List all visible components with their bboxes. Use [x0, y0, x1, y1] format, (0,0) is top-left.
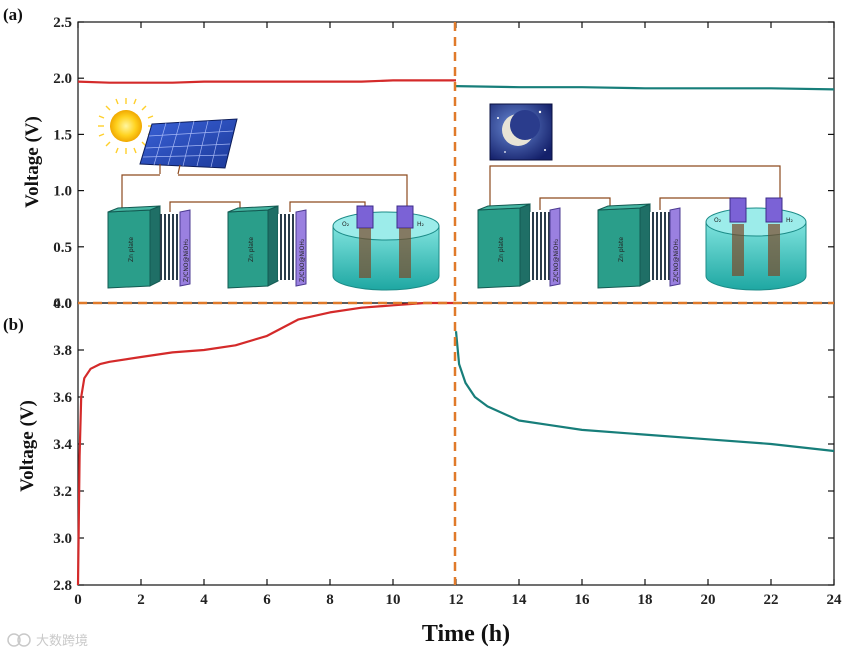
x-tick-label: 2	[137, 592, 145, 608]
series-panel-b	[76, 301, 835, 586]
x-tick-label: 6	[263, 592, 271, 608]
y-tick-label-b: 3.6	[53, 390, 72, 406]
y-tick-label-a: 2.0	[53, 71, 72, 87]
x-axis-label: Time (h)	[422, 621, 510, 647]
x-tick-label: 18	[638, 592, 653, 608]
x-tick-label: 8	[326, 592, 334, 608]
electrolyzer-1: O₂ H₂	[332, 205, 440, 291]
electrolyzer-2: O₂ H₂	[705, 197, 807, 291]
x-tick-label: 4	[200, 592, 208, 608]
y-tick-label-a: 0.5	[53, 240, 72, 256]
x-tick-label: 0	[74, 592, 82, 608]
watermark: 大数跨境	[7, 633, 88, 649]
solar-panel-icon	[139, 118, 238, 175]
series-line-a-2	[455, 85, 835, 91]
x-tick-label: 22	[764, 592, 779, 608]
y-tick-label-a: 1.0	[53, 184, 72, 200]
h2-label-2: H₂	[786, 217, 794, 224]
panel-b-label: (b)	[3, 315, 24, 334]
zn-battery-4: Zn plate Z/CNO@NiOH₂	[597, 203, 681, 289]
x-tick-label: 14	[512, 592, 528, 608]
y-tick-label-b: 3.4	[53, 437, 72, 453]
x-tick-label: 16	[575, 592, 591, 608]
panel-a-label: (a)	[3, 5, 23, 24]
zn-battery-2: Zn plate Z/CNO@NiOH₂	[227, 205, 307, 289]
watermark-text: 大数跨境	[36, 634, 88, 649]
ticks-panel-a: 0.0 0.5 1.0 1.5 2.0 2.5	[53, 15, 834, 312]
ticks-x-axis: 0 2 4 6 8 10 12 14 16 18 20 22 24	[74, 22, 842, 608]
y-tick-label-a: 1.5	[53, 127, 72, 143]
electrode-label-4: Z/CNO@NiOH₂	[673, 238, 680, 282]
inset-night-illustration: Zn plate Z/CNO@NiOH₂ Zn plate Z/CNO@NiOH…	[477, 103, 807, 291]
series-panel-a	[77, 79, 835, 91]
y-tick-label-a: 0.0	[53, 296, 72, 312]
zn-plate-label-3: Zn plate	[498, 237, 505, 262]
moon-icon	[489, 103, 553, 161]
electrode-label-2: Z/CNO@NiOH₂	[299, 238, 306, 282]
ticks-panel-b: 2.8 3.0 3.2 3.4 3.6 3.8 4.0	[53, 296, 834, 594]
electrode-label-1: Z/CNO@NiOH₂	[183, 238, 190, 282]
x-tick-label: 10	[386, 592, 401, 608]
series-line-b-2	[454, 331, 835, 453]
y-tick-label-b: 2.8	[53, 578, 72, 594]
electrode-label-3: Z/CNO@NiOH₂	[553, 238, 560, 282]
y-tick-label-a: 2.5	[53, 15, 72, 31]
y-axis-label-a: Voltage (V)	[22, 116, 43, 208]
series-line-b-1	[76, 301, 456, 586]
zn-plate-label-4: Zn plate	[618, 237, 625, 262]
zn-plate-label-1: Zn plate	[128, 237, 135, 262]
inset-day-illustration: Zn plate Z/CNO@NiOH₂ Zn plate Z/CNO@NiOH…	[98, 98, 440, 291]
x-tick-label: 20	[701, 592, 716, 608]
y-tick-label-b: 4.0	[53, 296, 72, 312]
y-tick-label-b: 3.2	[53, 484, 72, 500]
zn-plate-label-2: Zn plate	[248, 237, 255, 262]
h2-label-1: H₂	[417, 221, 425, 228]
zn-battery-3: Zn plate Z/CNO@NiOH₂	[477, 203, 561, 289]
series-line-a-1	[77, 79, 456, 84]
zn-battery-1: Zn plate Z/CNO@NiOH₂	[107, 205, 191, 289]
o2-label-1: O₂	[342, 221, 350, 228]
o2-label-2: O₂	[714, 217, 722, 224]
x-tick-label: 12	[449, 592, 464, 608]
y-axis-label-b: Voltage (V)	[17, 400, 38, 492]
x-tick-label: 24	[827, 592, 843, 608]
y-tick-label-b: 3.8	[53, 343, 72, 359]
y-tick-label-b: 3.0	[53, 531, 72, 547]
